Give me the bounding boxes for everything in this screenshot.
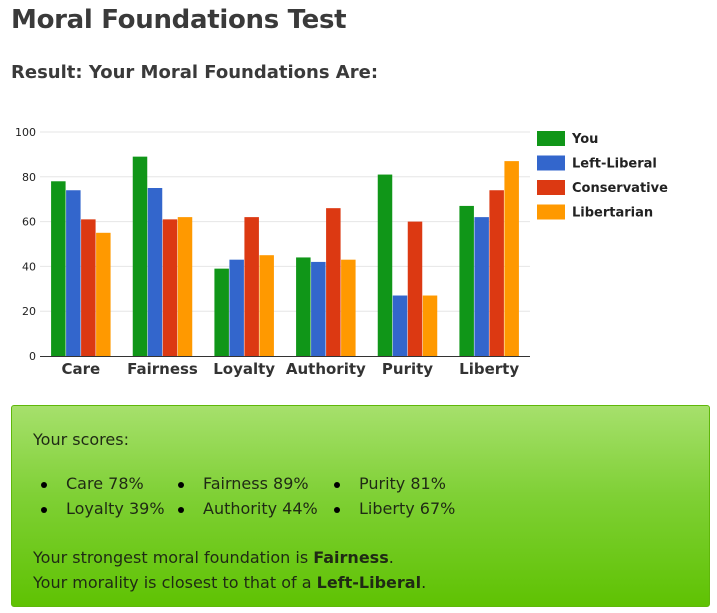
score-list: Care 78% Fairness 89% Purity 81% Loyalty… [37, 474, 497, 518]
score-item: Liberty 67% [330, 499, 470, 518]
x-tick-label: Authority [286, 360, 366, 378]
bar-you-fairness [132, 156, 148, 356]
legend-swatch [537, 155, 565, 171]
page-title: Moral Foundations Test [11, 5, 347, 35]
score-item: Purity 81% [330, 474, 470, 493]
y-tick-label: 80 [22, 171, 36, 184]
legend-swatch [537, 131, 565, 146]
bar-left-liberal-liberty [474, 217, 489, 356]
bar-you-authority [296, 257, 311, 356]
strongest-foundation-value: Fairness [313, 548, 389, 567]
bar-left-liberal-purity [392, 295, 408, 356]
legend-swatch [537, 180, 565, 195]
bar-libertarian-purity [422, 295, 438, 356]
result-panel: Your scores: Care 78% Fairness 89% Purit… [11, 405, 710, 607]
strongest-foundation-text: Your strongest moral foundation is Fairn… [33, 548, 394, 567]
bar-conservative-liberty [489, 190, 504, 356]
bar-libertarian-liberty [504, 161, 519, 356]
x-tick-label: Fairness [127, 360, 198, 378]
score-item: Authority 44% [174, 499, 330, 518]
x-tick-label: Liberty [459, 360, 519, 378]
bar-conservative-authority [326, 208, 341, 356]
score-item: Loyalty 39% [37, 499, 174, 518]
bar-you-purity [377, 174, 393, 356]
x-tick-label: Purity [382, 360, 433, 378]
y-tick-label: 40 [22, 260, 36, 273]
result-summary: Your strongest moral foundation is Fairn… [33, 545, 426, 595]
bar-libertarian-care [96, 232, 111, 356]
y-tick-label: 100 [15, 126, 36, 139]
bar-libertarian-authority [341, 259, 356, 356]
bar-left-liberal-loyalty [229, 259, 244, 356]
result-subtitle: Result: Your Moral Foundations Are: [11, 62, 379, 83]
bar-you-loyalty [214, 268, 229, 356]
bar-you-care [51, 181, 66, 356]
bar-conservative-care [81, 219, 96, 356]
score-item: Fairness 89% [174, 474, 330, 493]
bar-left-liberal-care [66, 190, 81, 356]
legend-label: Conservative [572, 181, 668, 196]
y-tick-label: 60 [22, 216, 36, 229]
x-tick-label: Loyalty [213, 360, 275, 378]
moral-foundations-chart: 0 20 40 60 80 100 Care Fairness Loyalty Authority… [15, 126, 668, 378]
legend-label: Left-Liberal [572, 157, 657, 172]
closest-group-text: Your morality is closest to that of a Le… [33, 573, 427, 592]
bar-libertarian-loyalty [259, 255, 274, 356]
bar-left-liberal-fairness [147, 188, 163, 356]
bar-conservative-purity [407, 221, 423, 356]
legend-swatch [537, 204, 565, 220]
x-tick-label: Care [61, 360, 100, 378]
scores-heading: Your scores: [33, 430, 129, 449]
legend-label: Libertarian [572, 206, 653, 221]
bar-you-liberty [459, 205, 474, 356]
bar-conservative-loyalty [244, 217, 259, 356]
bar-left-liberal-authority [311, 261, 326, 356]
score-item: Care 78% [37, 474, 174, 493]
legend-label: You [571, 132, 598, 147]
bar-libertarian-fairness [177, 217, 193, 356]
y-tick-label: 20 [22, 305, 36, 318]
bar-conservative-fairness [162, 219, 178, 356]
closest-group-value: Left-Liberal [316, 573, 422, 592]
y-tick-label: 0 [29, 350, 36, 363]
